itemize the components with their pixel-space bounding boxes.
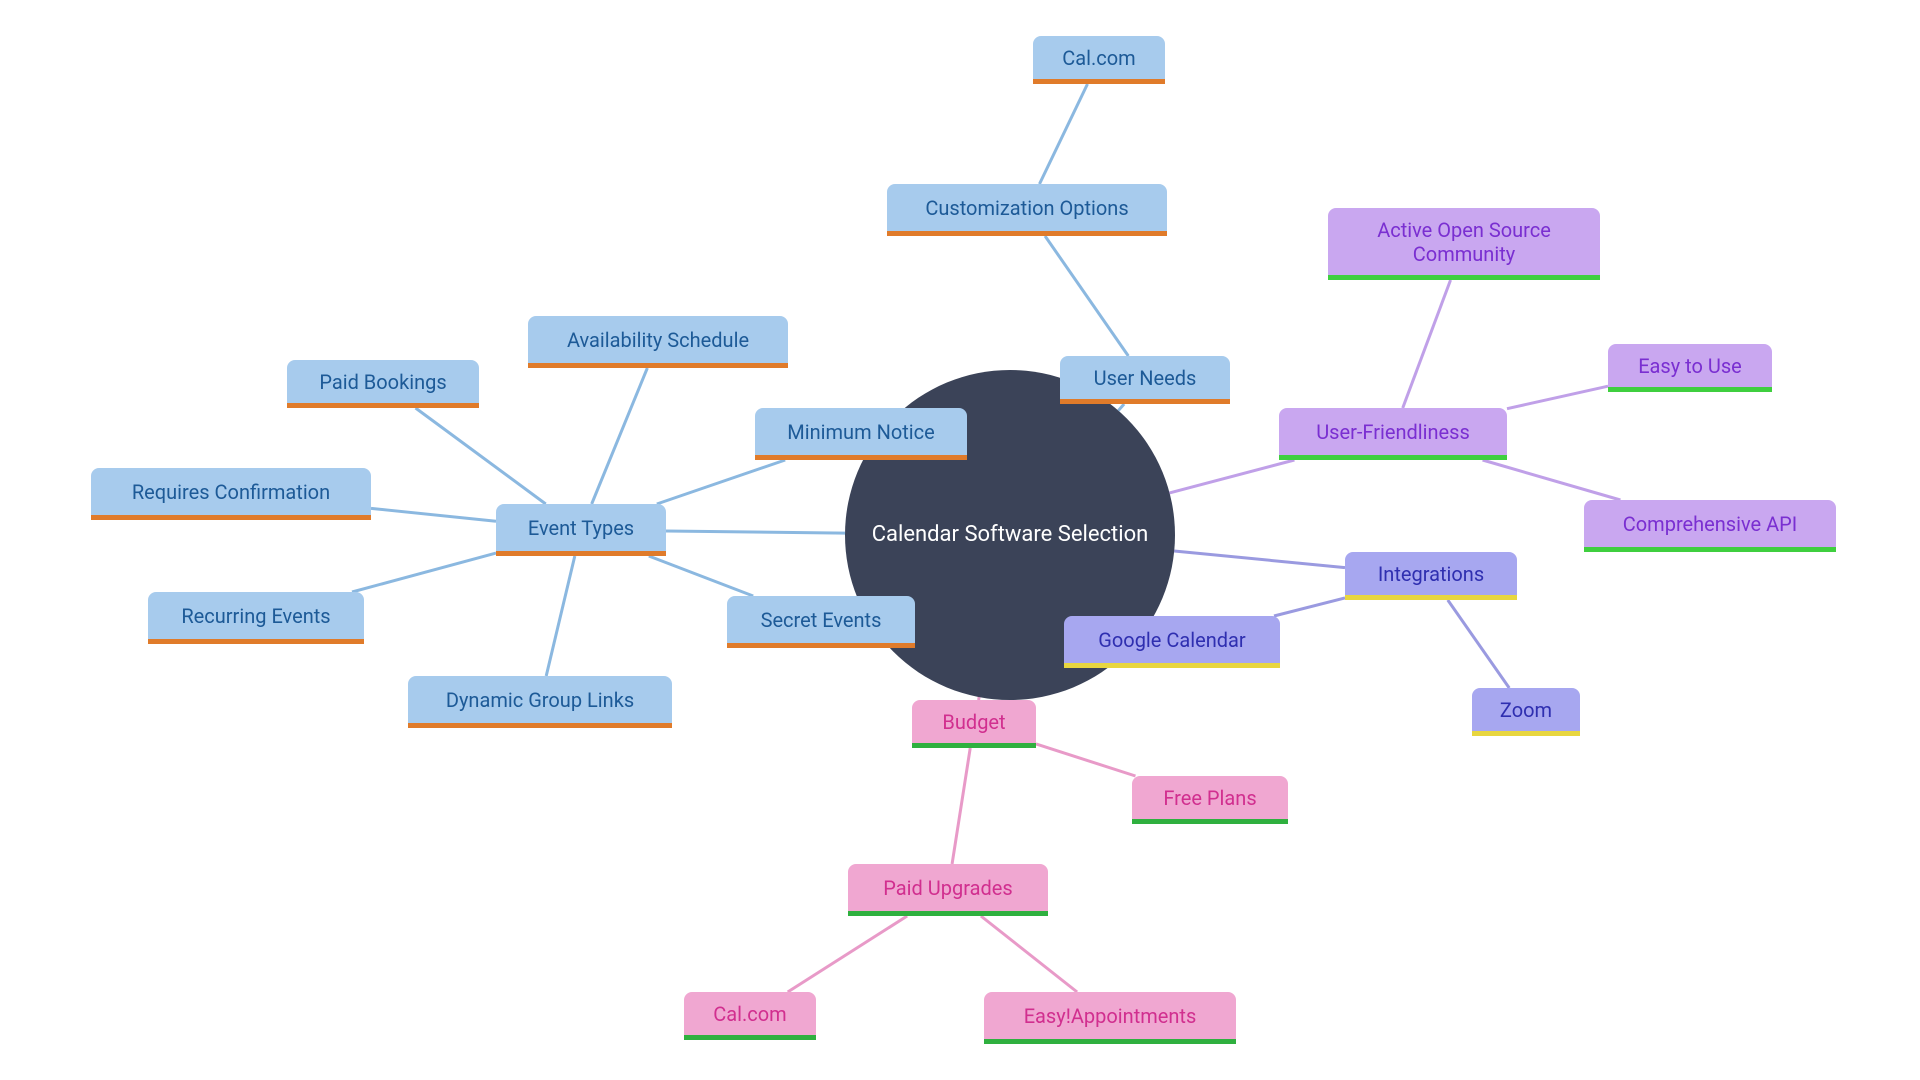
node-easy_use: Easy to Use (1608, 344, 1772, 392)
node-recurring: Recurring Events (148, 592, 364, 644)
edge (649, 556, 753, 596)
node-label: Zoom (1500, 698, 1552, 722)
node-label: Paid Bookings (319, 370, 446, 394)
node-paid_upgrades: Paid Upgrades (848, 864, 1048, 916)
node-label: Requires Confirmation (132, 480, 330, 504)
node-label: Customization Options (925, 196, 1128, 220)
edge (1039, 84, 1087, 184)
node-label: Comprehensive API (1623, 512, 1797, 536)
node-secret_events: Secret Events (727, 596, 915, 648)
node-label: Cal.com (1062, 46, 1135, 70)
node-paid_bookings: Paid Bookings (287, 360, 479, 408)
node-label: Easy to Use (1638, 354, 1742, 378)
edge (1483, 460, 1621, 500)
edge (952, 748, 970, 864)
node-user_friendly: User-Friendliness (1279, 408, 1507, 460)
edge (592, 368, 648, 504)
node-event_types: Event Types (496, 504, 666, 556)
node-zoom: Zoom (1472, 688, 1580, 736)
node-budget: Budget (912, 700, 1036, 748)
node-label: Minimum Notice (787, 420, 934, 444)
edge (981, 916, 1077, 992)
node-comp_api: Comprehensive API (1584, 500, 1836, 552)
edge (1174, 551, 1345, 568)
edge (788, 916, 907, 992)
node-calcom_top: Cal.com (1033, 36, 1165, 84)
node-dynamic_group: Dynamic Group Links (408, 676, 672, 728)
node-calcom_bottom: Cal.com (684, 992, 816, 1040)
edge (1274, 598, 1345, 616)
node-label: Paid Upgrades (883, 876, 1012, 900)
node-minimum_notice: Minimum Notice (755, 408, 967, 460)
node-label: User-Friendliness (1316, 420, 1470, 444)
edge (416, 408, 546, 504)
edge (546, 556, 575, 676)
edge (371, 508, 496, 521)
node-requires_conf: Requires Confirmation (91, 468, 371, 520)
edge (666, 531, 845, 533)
node-label: Recurring Events (181, 604, 330, 628)
node-label: Active Open Source Community (1377, 218, 1551, 266)
node-active_os: Active Open Source Community (1328, 208, 1600, 280)
node-availability: Availability Schedule (528, 316, 788, 368)
node-label: Easy!Appointments (1024, 1004, 1197, 1028)
center-label: Calendar Software Selection (872, 521, 1149, 550)
node-label: Cal.com (713, 1002, 786, 1026)
edge (657, 460, 785, 504)
node-label: User Needs (1094, 366, 1197, 390)
edge (352, 553, 496, 592)
node-customization: Customization Options (887, 184, 1167, 236)
node-user_needs: User Needs (1060, 356, 1230, 404)
node-label: Availability Schedule (567, 328, 749, 352)
edge (1045, 236, 1128, 356)
edge (1507, 386, 1608, 408)
node-label: Google Calendar (1098, 628, 1245, 652)
edge (1036, 744, 1135, 776)
node-integrations: Integrations (1345, 552, 1517, 600)
edge (1118, 404, 1124, 411)
node-label: Free Plans (1163, 786, 1256, 810)
node-label: Integrations (1378, 562, 1484, 586)
node-label: Event Types (528, 516, 634, 540)
edge (1448, 600, 1509, 688)
node-easy_appoint: Easy!Appointments (984, 992, 1236, 1044)
mindmap-stage: Calendar Software Selection User Needs Cus… (0, 0, 1920, 1080)
node-free_plans: Free Plans (1132, 776, 1288, 824)
node-label: Budget (942, 710, 1005, 734)
edge (1170, 460, 1295, 493)
edge (1403, 280, 1451, 408)
node-label: Dynamic Group Links (446, 688, 634, 712)
node-google_cal: Google Calendar (1064, 616, 1280, 668)
node-label: Secret Events (761, 608, 882, 632)
